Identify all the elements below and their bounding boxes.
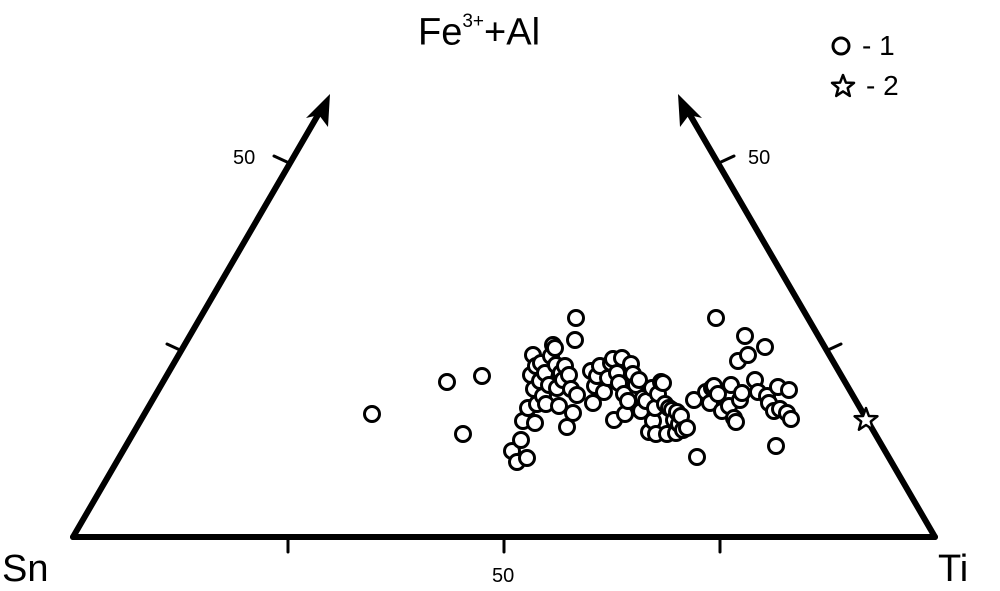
right-arrowhead-icon [678, 94, 702, 127]
data-point-circle [512, 431, 530, 449]
data-point-circle [782, 410, 800, 428]
vertex-label-sn: Sn [2, 548, 49, 590]
series-1-points [363, 309, 800, 471]
legend: - 1 - 2 [830, 26, 899, 106]
legend-item-2: - 2 [830, 66, 899, 106]
data-point-circle [736, 327, 754, 345]
legend-item-1: - 1 [830, 26, 899, 66]
data-point-circle [526, 414, 544, 432]
data-point-circle [363, 405, 381, 423]
right-side-tick-label: 50 [748, 147, 771, 169]
data-point-circle [454, 425, 472, 443]
right-side-ticks [719, 154, 843, 352]
left-side-tick-label: 50 [233, 147, 256, 169]
legend-label-2: - 2 [866, 70, 899, 101]
base-ticks [286, 535, 722, 554]
data-point-circle [688, 448, 706, 466]
data-point-circle [733, 384, 751, 402]
data-point-circle [473, 367, 491, 385]
data-point-circle [767, 437, 785, 455]
vertex-label-ti: Ti [938, 548, 969, 590]
circle-marker-icon [831, 36, 851, 56]
data-point-circle [654, 374, 672, 392]
legend-label-1: - 1 [862, 30, 895, 61]
data-point-circle [566, 331, 584, 349]
data-point-circle [727, 413, 745, 431]
data-point-circle [546, 339, 564, 357]
data-point-circle [567, 309, 585, 327]
data-point-circle [568, 386, 586, 404]
data-point-circle [678, 419, 696, 437]
apex-label: Fe3++Al [418, 11, 541, 54]
left-side-ticks [165, 154, 289, 352]
data-point-circle [584, 394, 602, 412]
data-point-circle [438, 373, 456, 391]
data-point-circle [564, 404, 582, 422]
series-2-points [853, 406, 879, 431]
data-point-circle [707, 309, 725, 327]
data-point-circle [685, 391, 703, 409]
data-point-circle [756, 338, 774, 356]
left-arrowhead-icon [306, 94, 330, 127]
data-point-circle [619, 392, 637, 410]
right-axis-arrow [683, 105, 938, 540]
data-point-circle [630, 371, 648, 389]
data-point-circle [709, 385, 727, 403]
data-point-circle [518, 449, 536, 467]
data-point-circle [780, 381, 798, 399]
data-point-circle [550, 397, 568, 415]
data-point-star [853, 406, 879, 431]
base-tick-label: 50 [492, 565, 515, 587]
star-marker-icon [830, 73, 856, 98]
data-point-circle [739, 346, 757, 364]
left-axis-arrow [70, 105, 325, 540]
